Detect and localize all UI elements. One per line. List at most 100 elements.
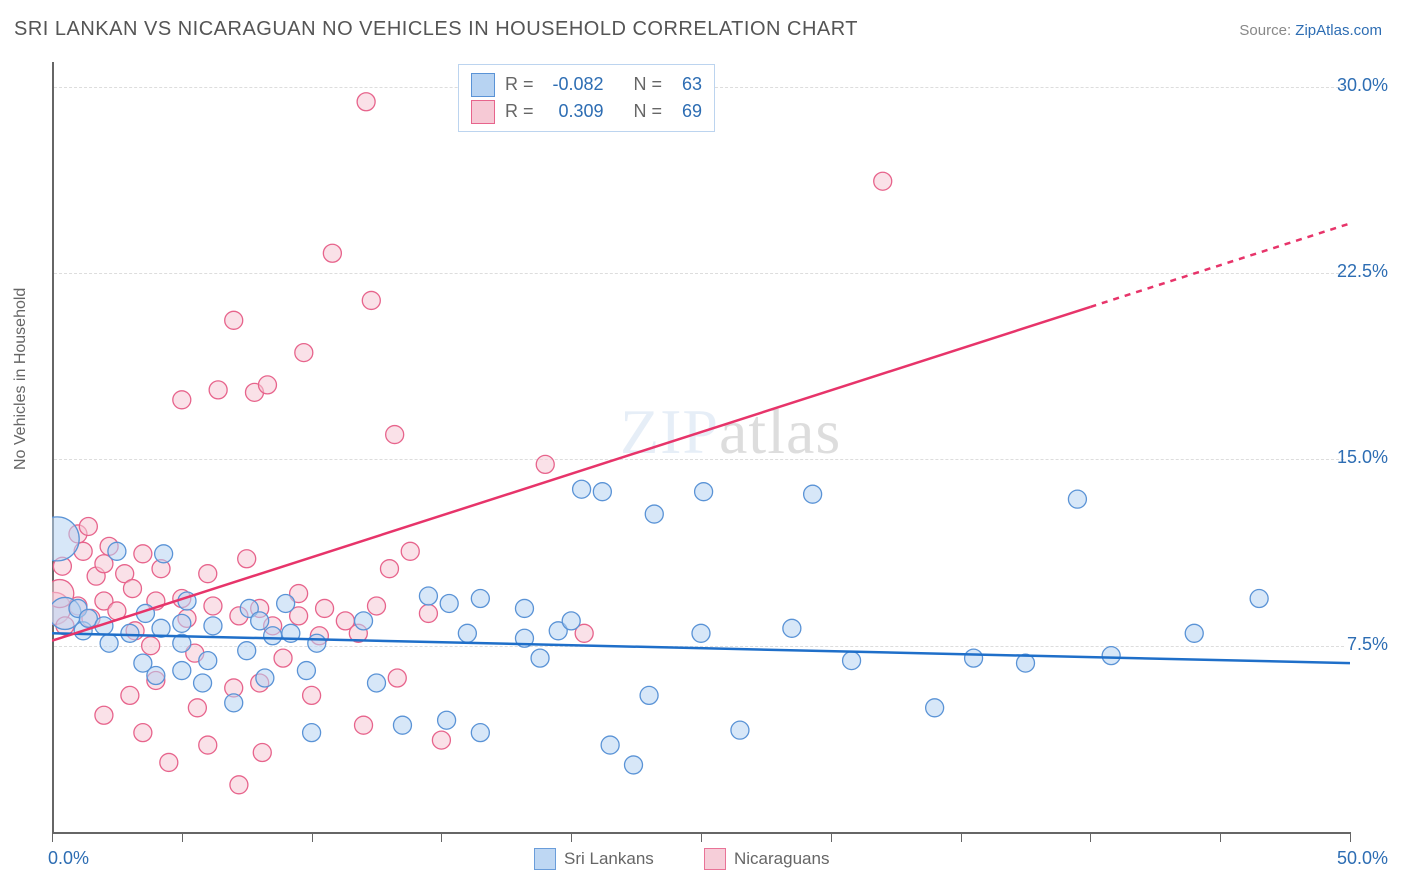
- y-axis-label: No Vehicles in Household: [12, 288, 30, 470]
- scatter-point: [323, 244, 341, 262]
- scatter-point: [251, 612, 269, 630]
- trend-line: [52, 307, 1090, 641]
- scatter-point: [562, 612, 580, 630]
- scatter-point: [1102, 647, 1120, 665]
- scatter-point: [357, 93, 375, 111]
- scatter-point: [308, 634, 326, 652]
- scatter-point: [274, 649, 292, 667]
- scatter-point: [277, 594, 295, 612]
- scatter-point: [965, 649, 983, 667]
- scatter-point: [804, 485, 822, 503]
- scatter-point: [1250, 590, 1268, 608]
- scatter-point: [303, 686, 321, 704]
- chart-title: SRI LANKAN VS NICARAGUAN NO VEHICLES IN …: [14, 18, 858, 41]
- legend-label: Nicaraguans: [734, 849, 829, 869]
- scatter-point: [368, 597, 386, 615]
- scatter-point: [199, 736, 217, 754]
- x-tick: [312, 832, 313, 842]
- scatter-point: [531, 649, 549, 667]
- scatter-point: [388, 669, 406, 687]
- bottom-legend-nicaraguans: Nicaraguans: [704, 848, 829, 870]
- scatter-point: [515, 599, 533, 617]
- scatter-point: [1185, 624, 1203, 642]
- trend-line-dashed: [1090, 223, 1350, 306]
- scatter-point: [160, 753, 178, 771]
- source-attribution: Source: ZipAtlas.com: [1239, 22, 1382, 39]
- scatter-point: [393, 716, 411, 734]
- scatter-point: [458, 624, 476, 642]
- scatter-point: [95, 706, 113, 724]
- scatter-point: [225, 311, 243, 329]
- scatter-point: [173, 614, 191, 632]
- scatter-point: [926, 699, 944, 717]
- scatter-point: [601, 736, 619, 754]
- scatter-point: [253, 744, 271, 762]
- source-prefix: Source:: [1239, 22, 1295, 39]
- scatter-point: [316, 599, 334, 617]
- scatter-point: [134, 545, 152, 563]
- scatter-point: [121, 686, 139, 704]
- x-tick-label-min: 0.0%: [48, 848, 89, 869]
- x-tick: [182, 832, 183, 842]
- legend-label: Sri Lankans: [564, 849, 654, 869]
- legend-swatch-icon: [534, 848, 556, 870]
- legend-swatch-icon: [704, 848, 726, 870]
- scatter-point: [1068, 490, 1086, 508]
- scatter-point: [640, 686, 658, 704]
- scatter-point: [173, 391, 191, 409]
- scatter-point: [593, 483, 611, 501]
- scatter-point: [731, 721, 749, 739]
- scatter-point: [380, 560, 398, 578]
- scatter-point: [355, 612, 373, 630]
- scatter-point: [209, 381, 227, 399]
- scatter-point: [123, 580, 141, 598]
- source-link[interactable]: ZipAtlas.com: [1295, 22, 1382, 39]
- x-tick: [1090, 832, 1091, 842]
- scatter-point: [295, 344, 313, 362]
- scatter-point: [536, 455, 554, 473]
- scatter-point: [355, 716, 373, 734]
- scatter-point: [419, 587, 437, 605]
- scatter-point: [432, 731, 450, 749]
- scatter-point: [121, 624, 139, 642]
- scatter-point: [368, 674, 386, 692]
- scatter-point: [695, 483, 713, 501]
- scatter-point: [264, 627, 282, 645]
- x-tick: [571, 832, 572, 842]
- y-tick-label: 7.5%: [1347, 634, 1388, 655]
- scatter-point: [362, 291, 380, 309]
- scatter-point: [692, 624, 710, 642]
- scatter-point: [783, 619, 801, 637]
- scatter-point: [303, 724, 321, 742]
- x-tick: [441, 832, 442, 842]
- x-tick: [1220, 832, 1221, 842]
- scatter-point: [625, 756, 643, 774]
- scatter-point: [199, 652, 217, 670]
- scatter-point: [401, 542, 419, 560]
- scatter-point: [573, 480, 591, 498]
- scatter-point: [471, 724, 489, 742]
- scatter-point: [108, 542, 126, 560]
- x-tick-label-max: 50.0%: [1337, 848, 1388, 869]
- scatter-point: [440, 594, 458, 612]
- scatter-point: [204, 617, 222, 635]
- scatter-point: [79, 517, 97, 535]
- scatter-point: [225, 694, 243, 712]
- x-tick: [831, 832, 832, 842]
- scatter-point: [134, 724, 152, 742]
- x-tick: [961, 832, 962, 842]
- scatter-point: [297, 662, 315, 680]
- scatter-point: [204, 597, 222, 615]
- scatter-point: [386, 426, 404, 444]
- scatter-point: [199, 565, 217, 583]
- scatter-point: [188, 699, 206, 717]
- scatter-point: [471, 590, 489, 608]
- scatter-point: [419, 604, 437, 622]
- scatter-point: [645, 505, 663, 523]
- scatter-point: [238, 550, 256, 568]
- scatter-point: [100, 634, 118, 652]
- scatter-point: [194, 674, 212, 692]
- scatter-point: [230, 776, 248, 794]
- scatter-point: [843, 652, 861, 670]
- scatter-point: [142, 637, 160, 655]
